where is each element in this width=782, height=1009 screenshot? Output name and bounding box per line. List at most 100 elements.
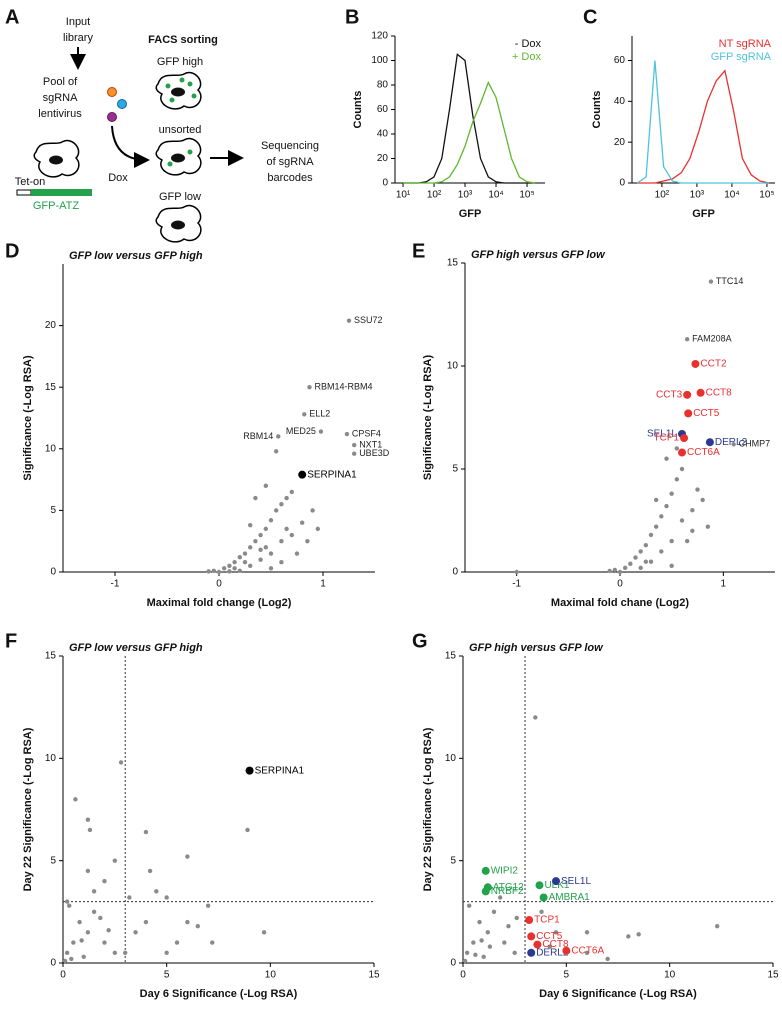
x-tick-label: 5 xyxy=(164,970,170,981)
point xyxy=(154,889,159,894)
y-tick-label: 10 xyxy=(45,753,57,764)
point xyxy=(64,950,70,955)
x-tick-label: 1 xyxy=(320,579,326,590)
point xyxy=(695,487,700,492)
y-tick-label: 60 xyxy=(377,104,389,115)
point xyxy=(684,538,690,544)
point xyxy=(622,565,628,571)
y-tick-label: 20 xyxy=(614,137,626,148)
y-axis-label: Significance (-Log RSA) xyxy=(22,355,34,481)
x-tick-label: 5 xyxy=(564,970,570,981)
panel-label: B xyxy=(345,6,359,28)
y-tick-label: 5 xyxy=(50,855,56,866)
schematic-text: GFP low xyxy=(159,191,201,203)
highlight-point xyxy=(352,451,357,456)
cell xyxy=(155,137,202,176)
y-tick-label: 0 xyxy=(450,958,456,969)
series-line xyxy=(403,53,535,184)
point xyxy=(91,889,97,894)
y-tick-label: 20 xyxy=(45,320,57,331)
y-tick-label: 20 xyxy=(377,153,389,164)
x-tick-label: 15 xyxy=(767,970,779,981)
highlight-point xyxy=(705,438,714,447)
y-axis-label: Counts xyxy=(352,91,364,129)
point xyxy=(636,932,641,937)
point xyxy=(664,503,669,509)
point xyxy=(533,715,538,720)
y-tick-label: 40 xyxy=(614,96,626,107)
highlight-point xyxy=(481,887,490,896)
y-tick-label: 60 xyxy=(614,55,626,66)
point-label: MED25 xyxy=(286,426,316,436)
point xyxy=(71,940,76,945)
point xyxy=(205,903,211,908)
schematic-text: GFP-ATZ xyxy=(33,200,80,212)
panel-label: C xyxy=(583,6,597,28)
point xyxy=(263,545,268,550)
point xyxy=(643,559,649,564)
point-label: SERPINA1 xyxy=(307,469,357,480)
point xyxy=(690,528,695,533)
point-label: UBE3D xyxy=(359,448,390,458)
schematic: A Input library Pool of sgRNA lentivirus… xyxy=(5,6,319,243)
point xyxy=(112,950,118,955)
y-tick-label: 15 xyxy=(445,651,457,662)
point xyxy=(232,559,237,565)
point xyxy=(274,449,279,454)
point-label: DERL2 xyxy=(536,947,569,958)
highlight-point xyxy=(683,390,692,399)
x-tick-label: -1 xyxy=(512,579,521,590)
y-tick-label: 100 xyxy=(371,55,388,66)
point xyxy=(659,514,664,519)
point-label: CCT3 xyxy=(656,389,683,400)
point xyxy=(118,760,124,765)
x-tick-label: 10 xyxy=(664,970,676,981)
x-axis-label: GFP xyxy=(692,208,715,220)
x-tick-label: 0 xyxy=(460,970,466,981)
point xyxy=(633,555,638,560)
point xyxy=(648,559,654,564)
point xyxy=(289,489,294,495)
point xyxy=(268,566,274,571)
point-label: ELL2 xyxy=(309,409,330,419)
point xyxy=(258,532,263,538)
point xyxy=(514,915,519,921)
point xyxy=(279,539,284,544)
point xyxy=(607,568,612,574)
y-axis-label: Counts xyxy=(591,91,603,129)
point xyxy=(310,508,315,513)
point xyxy=(164,895,169,900)
point xyxy=(294,551,300,556)
point xyxy=(498,895,503,900)
highlight-point xyxy=(527,932,536,941)
point xyxy=(473,952,478,958)
y-tick-label: 0 xyxy=(452,567,458,578)
schematic-text: Sequencing xyxy=(261,140,319,152)
x-tick-label: 1 xyxy=(721,579,727,590)
point xyxy=(289,532,294,538)
point-label: CCT8 xyxy=(706,387,733,398)
schematic-text: Dox xyxy=(108,172,128,184)
point xyxy=(506,923,511,929)
point xyxy=(102,940,107,945)
point xyxy=(81,954,86,960)
highlight-point xyxy=(539,893,548,902)
point xyxy=(485,930,490,935)
x-tick-label: 10⁵ xyxy=(519,190,534,201)
point xyxy=(227,563,232,569)
point xyxy=(514,569,519,575)
point xyxy=(185,919,190,925)
schematic-text: GFP high xyxy=(157,56,203,68)
point xyxy=(547,944,552,949)
y-tick-label: 10 xyxy=(445,753,457,764)
point xyxy=(617,569,623,575)
point xyxy=(248,563,253,569)
point xyxy=(487,944,493,949)
point xyxy=(467,903,472,908)
panel-label: F xyxy=(5,630,17,652)
x-tick-label: 0 xyxy=(60,970,66,981)
highlight-point xyxy=(481,866,490,875)
panel-label: D xyxy=(5,240,19,262)
point xyxy=(605,956,610,962)
point-label: AMBRA1 xyxy=(549,892,591,903)
